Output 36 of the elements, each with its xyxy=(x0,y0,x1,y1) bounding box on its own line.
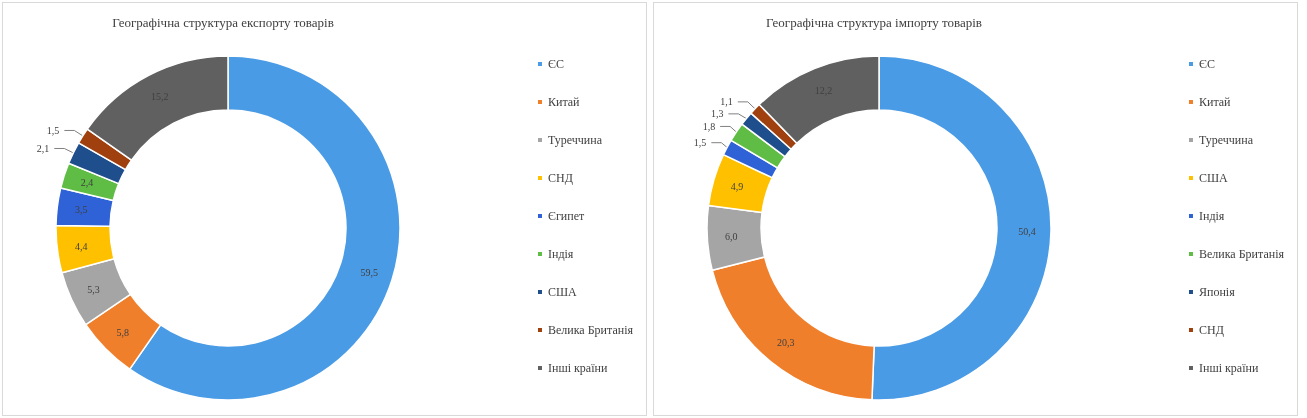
data-label: 3,5 xyxy=(74,204,88,216)
legend-label: Велика Британія xyxy=(547,323,634,337)
legend-label: Єгипет xyxy=(547,209,585,223)
data-label: 5,3 xyxy=(87,284,100,296)
data-label: 1,8 xyxy=(702,120,716,132)
data-label: 2,4 xyxy=(80,177,94,189)
data-label: 4,4 xyxy=(74,240,88,252)
legend-label: Інші країни xyxy=(1198,361,1259,375)
legend-label: Туреччина xyxy=(547,133,603,147)
chart-title: Географічна структура імпорту товарів xyxy=(766,15,982,30)
legend-label: Китай xyxy=(547,95,581,109)
data-label: 1,1 xyxy=(720,96,733,108)
legend-label: СНД xyxy=(547,171,573,185)
data-label: 20,3 xyxy=(776,337,795,349)
data-label: 5,8 xyxy=(116,326,130,338)
legend-label: ЄС xyxy=(1198,57,1215,71)
legend-label: Інші країни xyxy=(547,361,608,375)
data-label: 6,0 xyxy=(725,231,738,243)
data-label: 2,1 xyxy=(36,142,50,154)
data-label: 1,3 xyxy=(710,108,724,120)
legend-label: Китай xyxy=(1198,95,1232,109)
legend-label: США xyxy=(547,285,578,299)
data-label: 59,5 xyxy=(360,266,378,278)
data-label: 50,4 xyxy=(1018,225,1036,237)
data-label: 1,5 xyxy=(693,137,707,149)
data-label: 1,5 xyxy=(46,124,60,136)
legend-label: Велика Британія xyxy=(1198,247,1285,261)
legend-label: ЄС xyxy=(547,57,564,71)
chart-title: Географічна структура експорту товарів xyxy=(112,15,334,30)
legend-label: Японія xyxy=(1198,285,1236,299)
legend-label: СНД xyxy=(1198,323,1224,337)
legend-label: Індія xyxy=(547,247,574,261)
legend-label: Туреччина xyxy=(1198,133,1254,147)
data-label: 4,9 xyxy=(730,180,744,192)
legend-label: Індія xyxy=(1198,209,1225,223)
legend-label: США xyxy=(1198,171,1229,185)
